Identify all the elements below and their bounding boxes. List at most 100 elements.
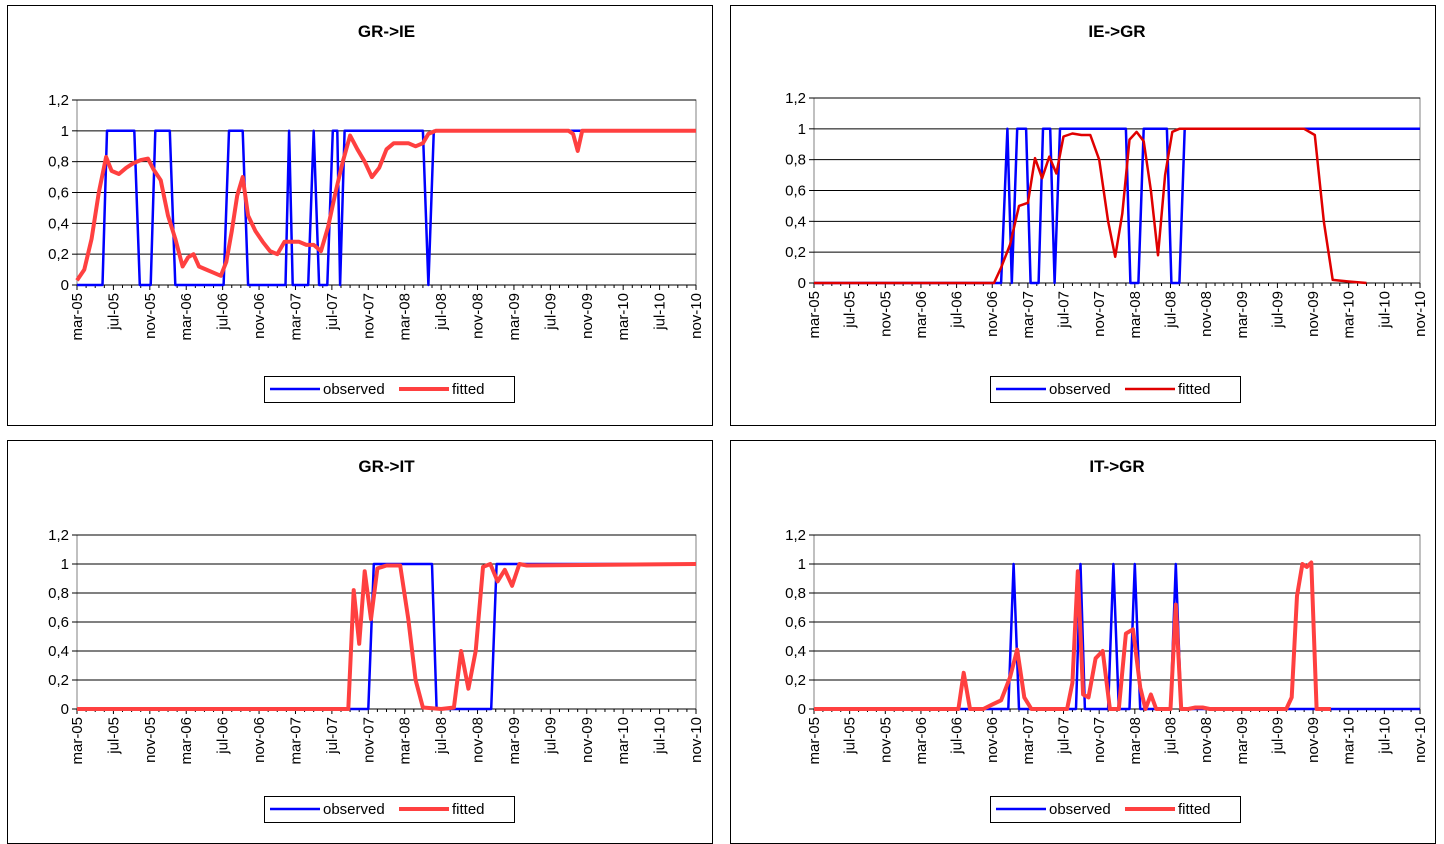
y-tick-label: 1,2 xyxy=(785,90,806,107)
y-tick-label: 1 xyxy=(798,121,806,138)
legend-label-observed: observed xyxy=(323,381,385,398)
x-tick-label: nov-09 xyxy=(579,293,596,339)
y-tick-label: 0,2 xyxy=(48,672,69,689)
y-tick-label: 0,6 xyxy=(48,185,69,202)
x-tick-label: jul-05 xyxy=(842,291,859,329)
y-tick-label: 0,8 xyxy=(48,154,69,171)
y-tick-label: 1,2 xyxy=(48,92,69,109)
y-tick-label: 1 xyxy=(798,556,806,573)
y-tick-label: 0,6 xyxy=(785,614,806,631)
y-tick-label: 0,4 xyxy=(48,643,69,660)
x-tick-label: nov-08 xyxy=(470,293,487,339)
x-tick-label: mar-05 xyxy=(806,291,823,339)
x-tick-label: mar-05 xyxy=(69,717,86,765)
x-tick-label: jul-10 xyxy=(1376,717,1393,755)
y-tick-label: 0,4 xyxy=(48,215,69,232)
chart-panel-4: IT->GR 0 0,2 0,4 0,6 0,8 1 1,2 mar-05 jul-05 nov-0… xyxy=(730,440,1436,844)
x-tick-label: jul-09 xyxy=(542,293,559,331)
x-tick-label: nov-07 xyxy=(360,293,377,339)
legend-label-fitted: fitted xyxy=(1178,801,1211,818)
y-tick-label: 1,2 xyxy=(48,527,69,544)
y-tick-label: 0,4 xyxy=(785,213,806,230)
x-tick-label: jul-05 xyxy=(105,293,122,331)
x-tick-label: mar-06 xyxy=(913,717,930,765)
y-tick-label: 0,6 xyxy=(785,183,806,200)
y-tick-label: 0,8 xyxy=(785,152,806,169)
x-tick-label: nov-09 xyxy=(579,717,596,763)
legend-label-fitted: fitted xyxy=(452,801,485,818)
x-tick-label: mar-08 xyxy=(397,717,414,765)
y-tick-label: 0,8 xyxy=(48,585,69,602)
x-tick-label: jul-10 xyxy=(1376,291,1393,329)
x-tick-label: nov-05 xyxy=(877,717,894,763)
chart-panel-1: GR->IE 0 0,2 0,4 0,6 0,8 1 1,2 mar-05 jul-05 nov-0… xyxy=(7,5,713,426)
y-tick-label: 0,4 xyxy=(785,643,806,660)
legend-label-observed: observed xyxy=(1049,381,1111,398)
series-line-fitted xyxy=(814,560,1331,711)
y-tick-label: 0,8 xyxy=(785,585,806,602)
x-tick-label: jul-06 xyxy=(215,293,232,331)
x-tick-label: nov-08 xyxy=(1198,291,1215,337)
x-tick-label: mar-08 xyxy=(1127,717,1144,765)
x-tick-label: jul-06 xyxy=(215,717,232,755)
y-tick-label: 0 xyxy=(798,275,806,292)
x-tick-label: jul-07 xyxy=(324,293,341,331)
y-tick-label: 1 xyxy=(61,556,69,573)
x-tick-label: mar-09 xyxy=(1234,291,1251,339)
x-tick-label: nov-05 xyxy=(142,293,159,339)
x-tick-label: nov-06 xyxy=(984,291,1001,337)
x-tick-label: nov-08 xyxy=(1198,717,1215,763)
x-tick-label: mar-09 xyxy=(506,717,523,765)
chart-panel-2: IE->GR 0 0,2 0,4 0,6 0,8 1 1,2 mar-05 jul-05 nov-0… xyxy=(730,5,1436,426)
x-tick-label: nov-05 xyxy=(877,291,894,337)
chart-title: IT->GR xyxy=(1089,457,1144,476)
y-tick-label: 0,2 xyxy=(785,244,806,261)
x-tick-label: nov-06 xyxy=(251,293,268,339)
y-tick-label: 0,2 xyxy=(48,246,69,263)
x-tick-label: mar-06 xyxy=(178,293,195,341)
x-tick-label: jul-07 xyxy=(324,717,341,755)
y-tick-label: 0 xyxy=(61,701,69,718)
x-tick-label: mar-07 xyxy=(287,293,304,341)
legend-label-fitted: fitted xyxy=(452,381,485,398)
chart-panel-3: GR->IT 0 0,2 0,4 0,6 0,8 1 1,2 mar-05 jul-05 nov-0… xyxy=(7,440,713,844)
x-tick-label: mar-07 xyxy=(1020,717,1037,765)
x-tick-label: jul-09 xyxy=(1269,291,1286,329)
chart-title: GR->IE xyxy=(358,22,415,41)
y-tick-label: 0,2 xyxy=(785,672,806,689)
x-tick-label: nov-06 xyxy=(984,717,1001,763)
x-tick-label: mar-09 xyxy=(1234,717,1251,765)
x-tick-label: jul-05 xyxy=(842,717,859,755)
x-tick-label: jul-08 xyxy=(1162,291,1179,329)
x-tick-label: mar-05 xyxy=(806,717,823,765)
y-tick-label: 1,2 xyxy=(785,527,806,544)
series-line-observed xyxy=(77,562,696,711)
x-tick-label: jul-09 xyxy=(1269,717,1286,755)
x-tick-label: mar-10 xyxy=(1341,291,1358,339)
x-tick-label: jul-07 xyxy=(1056,291,1073,329)
series-line-fitted xyxy=(814,127,1367,285)
x-tick-label: jul-10 xyxy=(652,293,669,331)
y-tick-label: 0 xyxy=(61,277,69,294)
x-tick-label: mar-07 xyxy=(287,717,304,765)
x-tick-label: jul-07 xyxy=(1056,717,1073,755)
x-tick-label: jul-05 xyxy=(105,717,122,755)
x-tick-label: nov-10 xyxy=(1412,717,1429,763)
chart-title: IE->GR xyxy=(1088,22,1145,41)
x-tick-label: jul-06 xyxy=(949,717,966,755)
x-tick-label: nov-10 xyxy=(688,717,705,763)
x-tick-label: mar-06 xyxy=(913,291,930,339)
y-tick-label: 1 xyxy=(61,123,69,140)
x-tick-label: nov-09 xyxy=(1305,291,1322,337)
x-tick-label: jul-09 xyxy=(542,717,559,755)
x-tick-label: jul-10 xyxy=(652,717,669,755)
x-tick-label: jul-08 xyxy=(433,293,450,331)
series-line-observed xyxy=(77,129,696,287)
x-tick-label: mar-08 xyxy=(1127,291,1144,339)
x-tick-label: nov-06 xyxy=(251,717,268,763)
x-tick-label: mar-07 xyxy=(1020,291,1037,339)
x-tick-label: mar-09 xyxy=(506,293,523,341)
x-tick-label: nov-07 xyxy=(1091,291,1108,337)
x-tick-label: nov-05 xyxy=(142,717,159,763)
